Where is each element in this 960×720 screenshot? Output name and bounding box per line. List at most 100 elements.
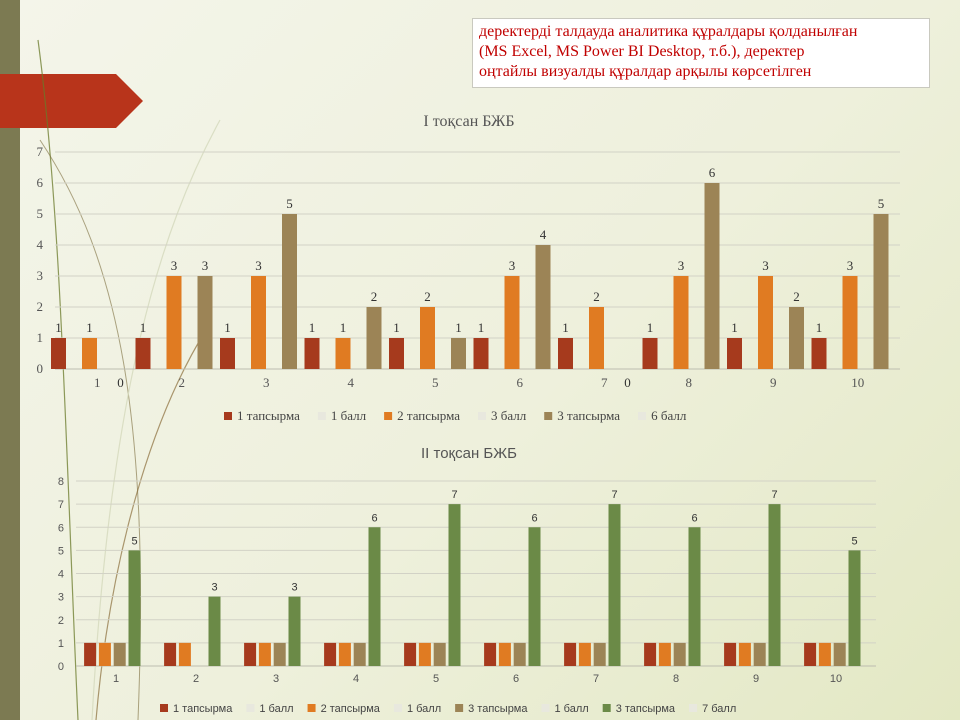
data-label: 3 [678, 258, 685, 273]
x-tick-label: 2 [193, 673, 199, 685]
data-label: 6 [691, 512, 697, 524]
x-tick-label: 5 [432, 375, 439, 390]
data-label: 2 [371, 289, 378, 304]
x-tick-label: 9 [753, 673, 759, 685]
bar [768, 504, 781, 666]
data-label: 4 [540, 227, 547, 242]
bar [282, 214, 297, 369]
bar [811, 338, 827, 369]
legend-swatch [307, 704, 316, 712]
bar [404, 642, 417, 666]
bar [135, 338, 151, 369]
y-tick-label: 7 [58, 499, 64, 511]
legend-label: 2 тапсырма [321, 703, 381, 715]
data-label: 1 [562, 320, 569, 335]
callout-line: оңтайлы визуалды құралдар арқылы көрсеті… [479, 63, 812, 80]
y-tick-label: 3 [58, 592, 64, 604]
data-label: 0 [117, 375, 124, 390]
bar [98, 642, 111, 666]
bar [353, 642, 366, 666]
bar [420, 307, 435, 369]
bar [818, 642, 831, 666]
y-tick-label: 2 [37, 299, 44, 314]
bar [564, 642, 577, 666]
bar [658, 642, 671, 666]
legend-label: 1 балл [407, 703, 441, 715]
bar [498, 642, 511, 666]
y-tick-label: 5 [37, 206, 44, 221]
bar [528, 527, 541, 666]
legend-label: 3 балл [491, 408, 527, 423]
legend-swatch [689, 704, 698, 712]
data-label: 1 [309, 320, 316, 335]
bar [644, 642, 657, 666]
data-label: 1 [224, 320, 231, 335]
bar [873, 214, 889, 369]
data-label: 1 [647, 320, 654, 335]
legend-swatch [160, 704, 168, 712]
bar [804, 642, 817, 666]
bar [197, 276, 213, 369]
legend-label: 1 тапсырма [237, 408, 300, 423]
x-tick-label: 9 [770, 375, 777, 390]
bar [51, 338, 66, 369]
x-tick-label: 4 [348, 375, 355, 390]
bar [608, 504, 621, 666]
data-label: 5 [131, 535, 137, 547]
x-tick-label: 8 [686, 375, 693, 390]
x-tick-label: 1 [94, 375, 101, 390]
y-tick-label: 4 [37, 237, 44, 252]
data-label: 1 [140, 320, 147, 335]
data-label: 3 [255, 258, 262, 273]
y-tick-label: 6 [58, 522, 64, 534]
bar [738, 642, 751, 666]
bar [304, 338, 320, 369]
y-tick-label: 0 [37, 361, 44, 376]
x-tick-label: 10 [851, 375, 864, 390]
data-label: 1 [340, 320, 347, 335]
data-label: 1 [393, 320, 400, 335]
bar [753, 642, 766, 666]
bar [688, 527, 701, 666]
bar [673, 276, 689, 369]
bar [288, 596, 301, 666]
data-label: 3 [211, 582, 217, 594]
y-tick-label: 1 [37, 330, 44, 345]
callout-line: (MS Excel, MS Power BI Desktop, т.б.), д… [479, 43, 805, 60]
data-label: 1 [86, 320, 93, 335]
x-tick-label: 1 [113, 673, 119, 685]
left-accent-strip [0, 0, 20, 720]
bar [593, 642, 606, 666]
bar [335, 338, 351, 369]
legend-swatch [638, 412, 647, 420]
x-tick-label: 6 [513, 673, 519, 685]
x-tick-label: 8 [673, 673, 679, 685]
bar [258, 642, 271, 666]
x-tick-label: 7 [593, 673, 599, 685]
data-label: 3 [762, 258, 769, 273]
data-label: 7 [771, 489, 777, 501]
data-label: 2 [593, 289, 600, 304]
data-label: 6 [709, 165, 716, 180]
bar [389, 338, 404, 369]
chart-q2: II тоқсан БЖБ 0 1 2 3 4 5 6 7 8 1 5 2 3 3 3 4 6 5 7 6 6 7 7 8 6 9 7… [58, 445, 876, 715]
x-tick-label: 4 [353, 673, 359, 685]
y-tick-label: 6 [37, 175, 44, 190]
bar [82, 338, 97, 369]
bar [833, 642, 846, 666]
bar [433, 642, 446, 666]
legend-swatch [544, 412, 553, 420]
y-tick-label: 4 [58, 569, 64, 581]
legend-swatch [384, 412, 393, 420]
data-label: 2 [793, 289, 800, 304]
legend-label: 1 тапсырма [173, 703, 233, 715]
legend-swatch [317, 412, 326, 420]
data-label: 6 [371, 512, 377, 524]
bar [273, 642, 286, 666]
bar [244, 642, 257, 666]
bar [128, 550, 141, 666]
callout-line: деректерді талдауда аналитика құралдары … [479, 23, 858, 40]
bar [558, 338, 573, 369]
data-label: 3 [202, 258, 209, 273]
y-tick-label: 2 [58, 615, 64, 627]
